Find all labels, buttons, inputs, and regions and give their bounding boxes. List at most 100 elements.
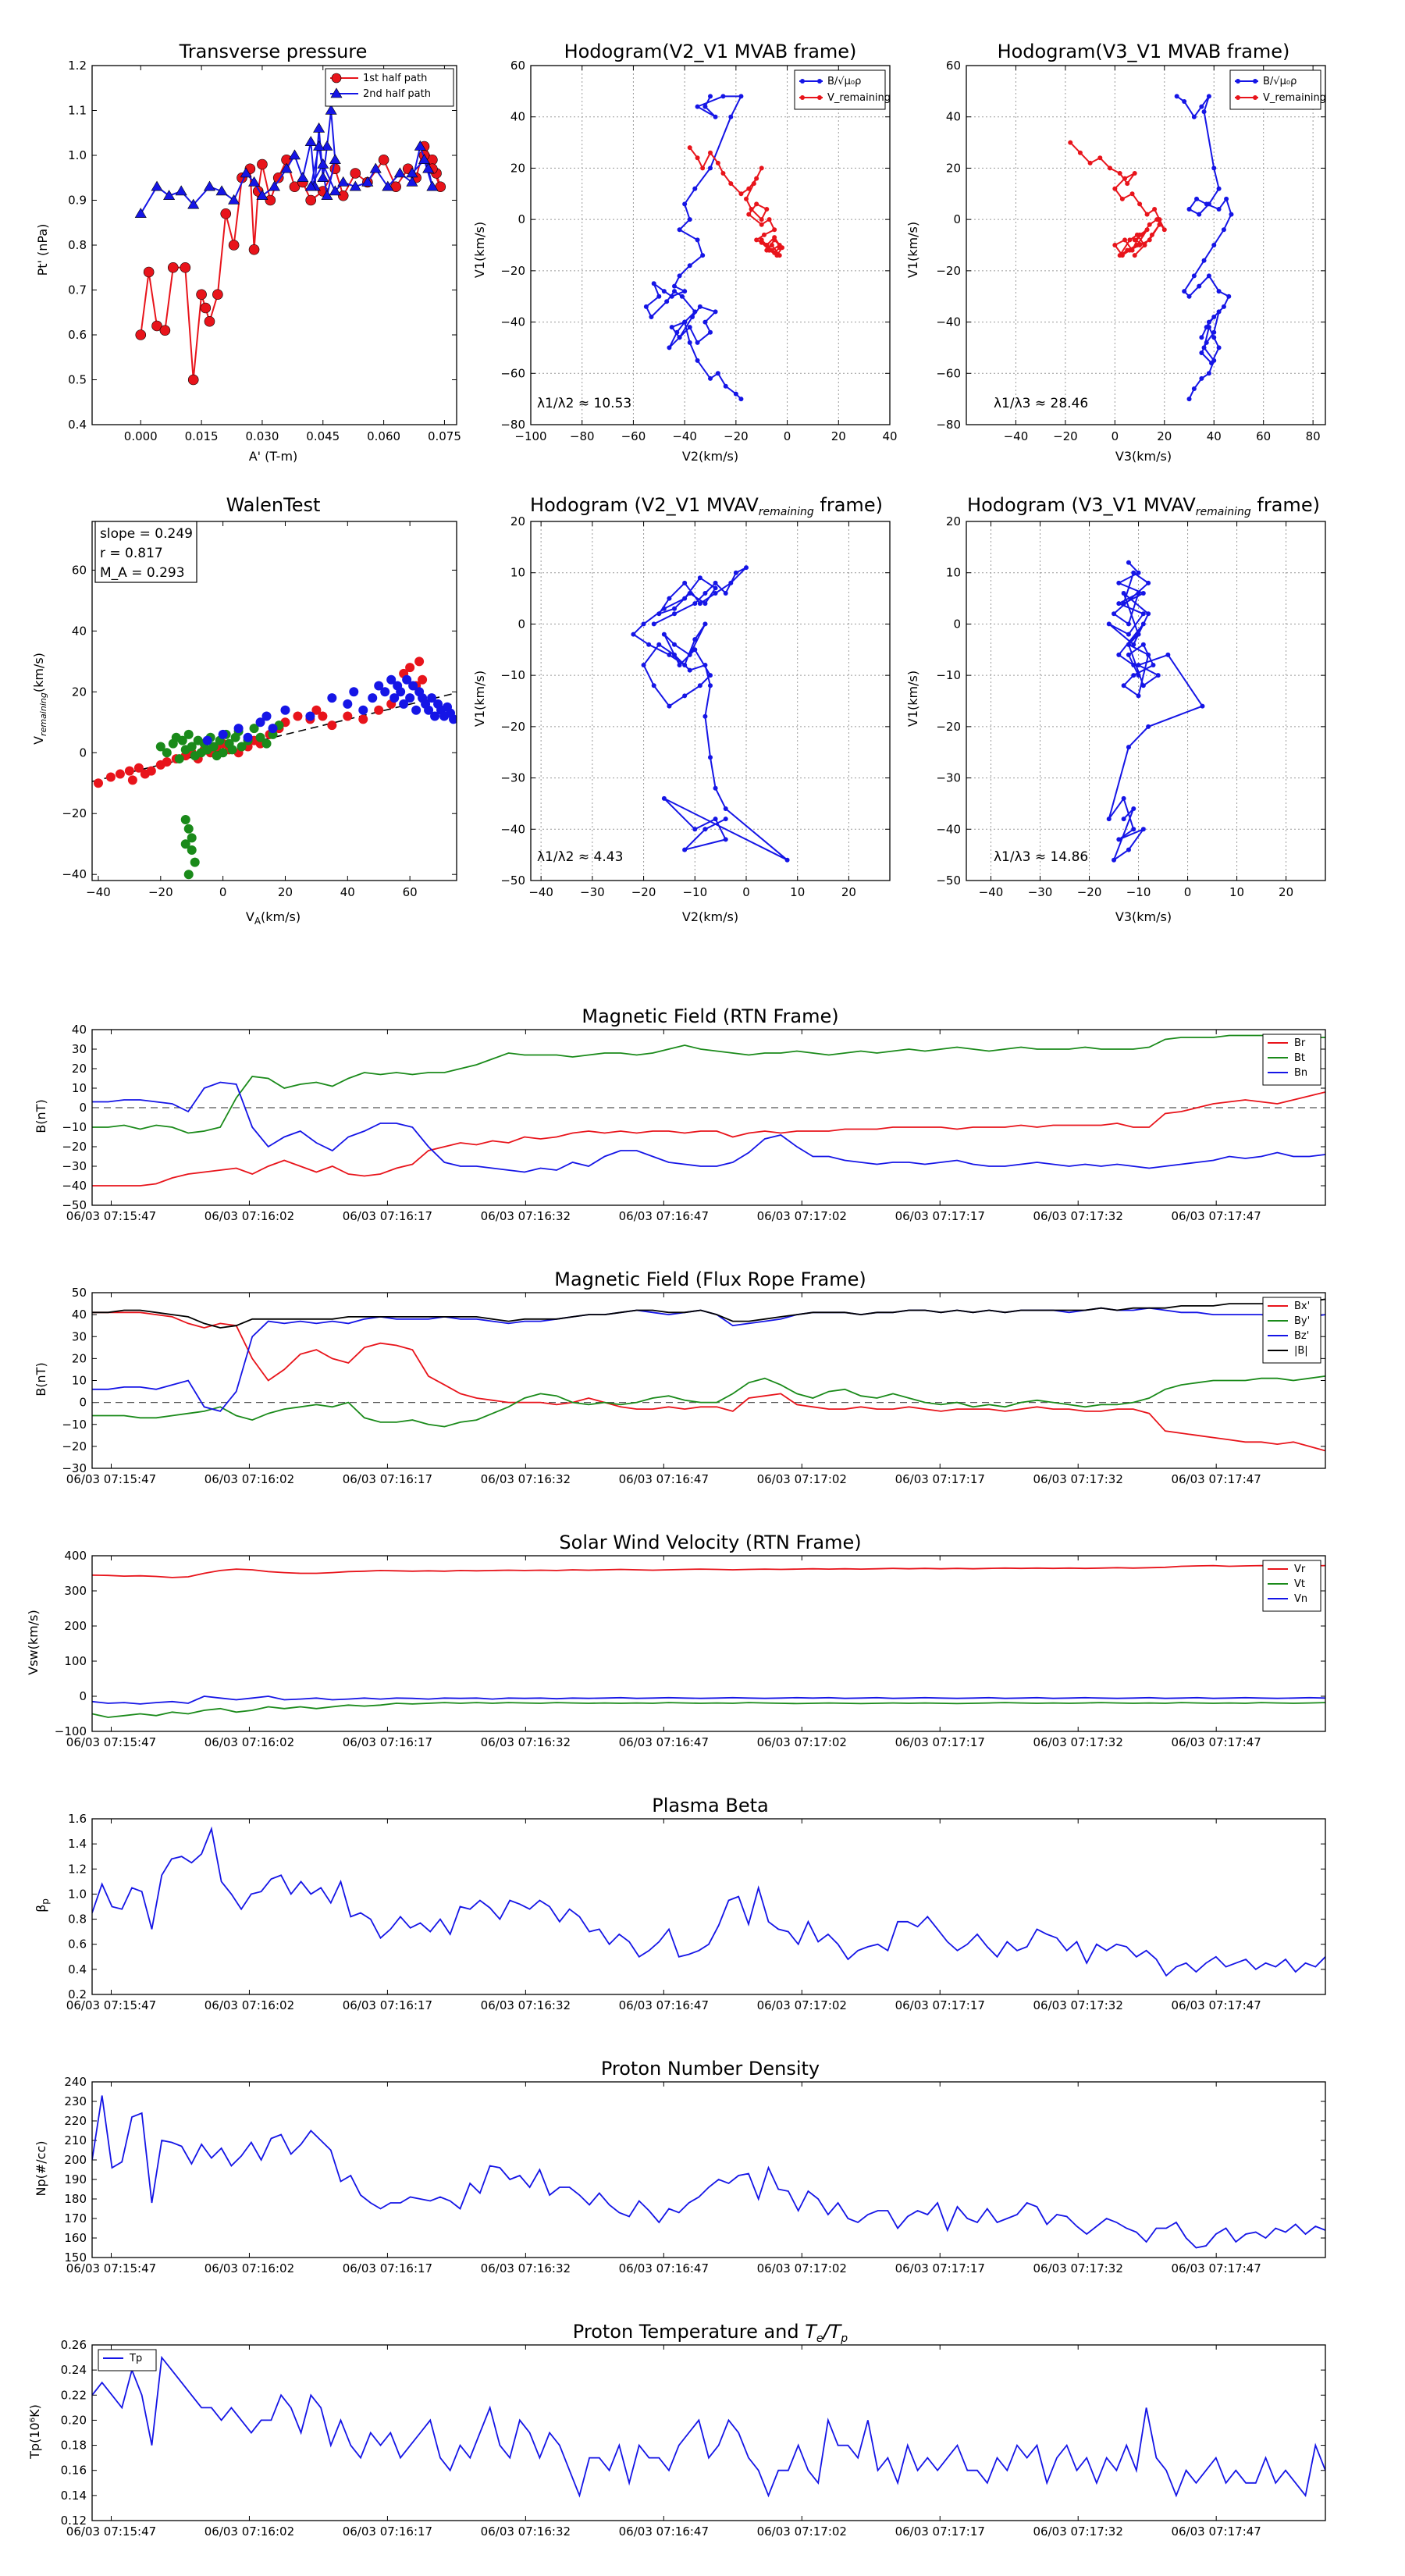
tp-data bbox=[92, 2355, 1325, 2498]
tp-ytick-label: 0.26 bbox=[61, 2338, 87, 2352]
vsw-xtick-label: 06/03 07:16:17 bbox=[343, 1735, 432, 1749]
h1-point bbox=[687, 145, 692, 151]
beta-xtick-label: 06/03 07:16:47 bbox=[619, 1998, 709, 2012]
walen-stats-box bbox=[94, 521, 197, 583]
walen-point bbox=[427, 693, 437, 703]
walen-point bbox=[261, 738, 272, 749]
bFR-xtick-label: 06/03 07:16:32 bbox=[481, 1472, 571, 1486]
h3-point bbox=[682, 663, 688, 667]
walen-point bbox=[386, 674, 397, 685]
h1-point bbox=[749, 207, 754, 212]
pt-point bbox=[180, 262, 191, 273]
walen-xtick-label: −20 bbox=[148, 885, 173, 899]
walen-point bbox=[368, 693, 378, 703]
h3-ytick-label: 20 bbox=[510, 514, 525, 528]
h3-point bbox=[702, 663, 708, 667]
h2-xtick-label: 40 bbox=[1207, 429, 1222, 443]
walen-point bbox=[180, 839, 190, 849]
h3-point bbox=[697, 601, 702, 607]
np-xtick-label: 06/03 07:16:17 bbox=[343, 2261, 432, 2275]
np-xtick-label: 06/03 07:15:47 bbox=[66, 2261, 156, 2275]
np-ytick-label: 220 bbox=[64, 2114, 87, 2128]
h2-point bbox=[1142, 243, 1147, 247]
beta-xtick-label: 06/03 07:15:47 bbox=[66, 1998, 156, 2012]
h1-point bbox=[777, 245, 782, 251]
h2-point bbox=[1125, 181, 1130, 187]
pt-point bbox=[325, 104, 337, 115]
h4-point bbox=[1116, 580, 1122, 585]
h3-point bbox=[723, 806, 728, 811]
h2-ytick-label: −80 bbox=[936, 418, 961, 432]
h1-point bbox=[674, 329, 680, 335]
h1-point bbox=[695, 358, 700, 363]
tp-ylabel: Tp(10⁶K) bbox=[27, 2404, 42, 2460]
h1-point bbox=[728, 181, 734, 187]
h2-point bbox=[1144, 227, 1150, 233]
pt-ytick-label: 0.5 bbox=[68, 373, 87, 387]
h2-ylabel: V1(km/s) bbox=[905, 222, 920, 278]
h1-point bbox=[708, 94, 713, 99]
bRTN-frame bbox=[91, 1029, 1326, 1206]
h2-point bbox=[1191, 386, 1197, 391]
h3-point bbox=[682, 580, 688, 585]
h2-ytick-label: 40 bbox=[946, 110, 961, 124]
h2-point bbox=[1122, 176, 1128, 181]
walen-point bbox=[155, 742, 165, 752]
h4-point bbox=[1140, 827, 1146, 832]
h3-point bbox=[708, 755, 713, 760]
h1-point bbox=[738, 397, 744, 402]
pt-data bbox=[134, 104, 446, 386]
h2-point bbox=[1147, 237, 1152, 243]
h4-point bbox=[1106, 621, 1112, 627]
vsw-title: Solar Wind Velocity (RTN Frame) bbox=[559, 1532, 861, 1553]
walen-point bbox=[327, 693, 337, 703]
walen-point bbox=[202, 735, 212, 745]
h2-point bbox=[1132, 253, 1137, 258]
bFR-ytick-label: 0 bbox=[79, 1396, 87, 1410]
h3-point bbox=[646, 642, 652, 647]
pt-frame bbox=[91, 65, 457, 425]
h2-point bbox=[1226, 294, 1232, 299]
h2-point bbox=[1132, 171, 1137, 176]
bFR-xtick-label: 06/03 07:17:47 bbox=[1171, 1472, 1261, 1486]
bFR-legend-label: Bx' bbox=[1294, 1300, 1310, 1312]
walen-point bbox=[180, 815, 190, 825]
pt-point bbox=[272, 172, 284, 183]
pt-point bbox=[361, 176, 374, 187]
bRTN-legend-label: Bn bbox=[1294, 1067, 1307, 1079]
bFR-title: Magnetic Field (Flux Rope Frame) bbox=[554, 1268, 866, 1290]
h2-point bbox=[1182, 289, 1187, 294]
h2-point bbox=[1068, 140, 1073, 145]
np-xtick-label: 06/03 07:16:32 bbox=[481, 2261, 571, 2275]
walen-point bbox=[124, 766, 134, 776]
pt-point bbox=[200, 302, 212, 314]
walen-point bbox=[255, 732, 265, 742]
h2-point bbox=[1129, 191, 1135, 197]
h2-point bbox=[1199, 104, 1204, 109]
h3-point bbox=[661, 606, 667, 611]
h2-xtick-label: 20 bbox=[1157, 429, 1172, 443]
pt-xtick-label: 0.000 bbox=[124, 429, 158, 443]
h3-point bbox=[744, 565, 749, 571]
h2-point bbox=[1129, 247, 1135, 253]
bRTN-ytick-label: −10 bbox=[62, 1120, 87, 1134]
h3-point bbox=[692, 637, 698, 642]
beta-frame bbox=[91, 1818, 1326, 1995]
h4-xtick-label: −20 bbox=[1077, 885, 1102, 899]
h1-point bbox=[738, 94, 744, 99]
h2-point bbox=[1087, 160, 1093, 165]
vsw-ytick-label: 0 bbox=[79, 1689, 87, 1703]
h1-point bbox=[697, 304, 702, 309]
pt-ylabel: Pt' (nPa) bbox=[35, 224, 50, 276]
h1-point bbox=[695, 155, 700, 161]
h4-point bbox=[1131, 827, 1136, 832]
h2-point bbox=[1206, 319, 1211, 325]
h1-series-V-remaining-line bbox=[688, 147, 784, 257]
h4-point bbox=[1146, 580, 1151, 585]
h4-point bbox=[1136, 570, 1141, 575]
bFR-xtick-label: 06/03 07:17:02 bbox=[757, 1472, 847, 1486]
h1-ytick-label: 20 bbox=[510, 161, 525, 175]
pt-point bbox=[406, 176, 418, 187]
pt-point bbox=[203, 180, 216, 191]
bFR-legend-label: By' bbox=[1294, 1315, 1310, 1327]
